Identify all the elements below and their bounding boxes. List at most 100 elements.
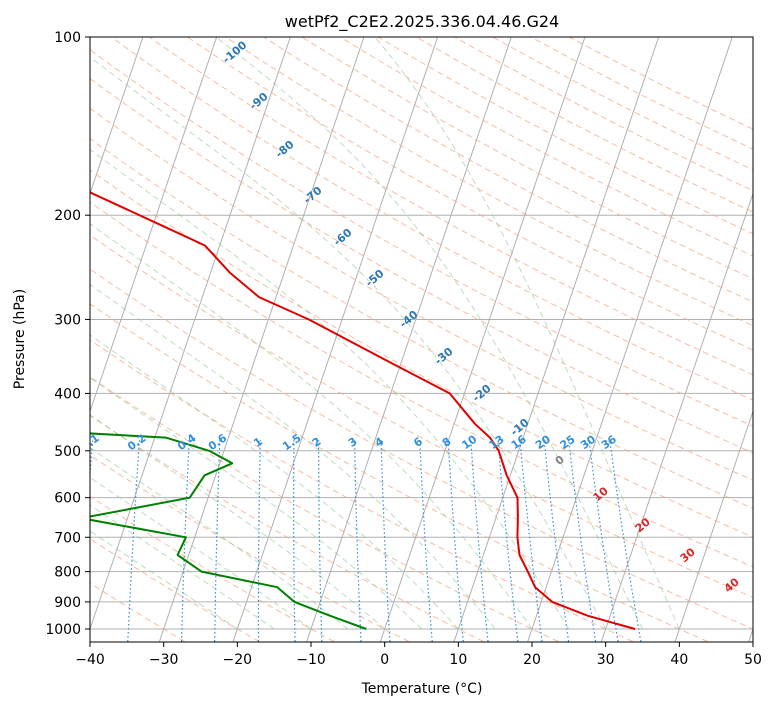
isotherm-label: -90: [247, 90, 271, 113]
mixing-ratio-lines: [90, 440, 642, 642]
dry-adiabat-line: [90, 268, 753, 630]
isotherm-label: -20: [470, 382, 494, 405]
gridlines: [90, 37, 753, 642]
dry-adiabat-line: [110, 37, 753, 401]
x-tick-label: 0: [380, 652, 389, 668]
mixing-ratio-line: [354, 440, 362, 642]
dewpoint-profile-line: [90, 432, 367, 630]
dry-adiabat-line: [454, 37, 753, 192]
dry-adiabat-line: [339, 37, 753, 257]
dry-adiabat-line: [568, 37, 753, 130]
isotherm-label: -100: [220, 38, 250, 66]
x-tick-label: 50: [744, 652, 762, 668]
dry-adiabat-line: [90, 201, 753, 568]
isotherm-line: [232, 37, 439, 642]
mixing-ratio-line: [497, 440, 519, 642]
mixing-ratio-line: [568, 440, 597, 642]
mixing-ratio-line: [447, 440, 464, 642]
mixing-ratio-label: 4: [373, 435, 387, 450]
mixing-ratio-line: [214, 440, 221, 642]
isotherm-label: -60: [331, 226, 355, 249]
isotherm-label: -50: [363, 267, 387, 290]
isotherm-line: [90, 37, 218, 413]
y-tick-label: 700: [54, 530, 81, 546]
plot-frame: [89, 36, 754, 643]
mixing-ratio-line: [380, 440, 391, 642]
dry-adiabat-line: [90, 582, 185, 642]
mixing-ratio-label: 3: [346, 435, 360, 450]
mixing-ratio-line: [609, 440, 642, 642]
isotherm-label: 20: [633, 515, 653, 535]
mixing-ratio-line: [127, 440, 140, 642]
dry-adiabat-line: [90, 138, 753, 509]
dry-adiabat-line: [90, 78, 753, 454]
x-tick-label: −40: [75, 652, 105, 668]
moist-adiabat-line: [90, 414, 386, 630]
x-tick-label: −30: [149, 652, 179, 668]
moist-adiabat-line: [90, 447, 349, 630]
mixing-ratio-line: [318, 440, 323, 642]
moist-adiabat-line: [90, 530, 238, 630]
x-axis: −40 −30 −20 −10 0 10 20 30 40 50: [75, 642, 762, 668]
x-tick-label: 20: [523, 652, 541, 668]
mixing-ratio-line: [470, 440, 489, 642]
mixing-ratio-label: 2: [310, 435, 324, 450]
isotherm-label: 30: [678, 545, 698, 565]
dry-adiabat-line: [90, 303, 708, 642]
isotherm-line: [600, 192, 753, 642]
isotherm-line: [674, 409, 753, 642]
x-tick-label: 10: [449, 652, 467, 668]
x-axis-label: Temperature (°C): [361, 681, 483, 697]
mixing-ratio-line: [257, 440, 261, 642]
isotherm-label: 0: [553, 453, 567, 468]
dry-adiabat-line: [90, 49, 753, 427]
series-layer: [90, 191, 636, 630]
mixing-ratio-label: 6: [411, 435, 425, 450]
moist-adiabat-line: [90, 148, 570, 630]
y-tick-label: 400: [54, 386, 81, 402]
mixing-ratio-label: 8: [440, 435, 454, 450]
isotherm-label: -40: [397, 308, 421, 331]
dry-adiabat-line: [90, 495, 335, 642]
mixing-ratio-label: 13: [487, 433, 507, 452]
chart-title: wetPf2_C2E2.2025.336.04.46.G24: [285, 12, 559, 32]
mixing-ratio-line: [519, 440, 543, 642]
mixing-ratio-line: [543, 440, 570, 642]
moist-adiabat-line: [215, 37, 643, 630]
isotherm-line: [379, 37, 586, 642]
moist-adiabat-line: [90, 223, 533, 630]
moist-adiabat-line: [90, 283, 496, 630]
dry-adiabat-line: [530, 37, 753, 150]
dry-adiabat-line: [90, 234, 753, 599]
isotherm-line: [158, 37, 365, 642]
mixing-ratio-line: [588, 440, 619, 642]
y-tick-label: 100: [54, 30, 81, 46]
dry-adiabat-line: [90, 339, 634, 642]
y-tick-label: 300: [54, 312, 81, 328]
mixing-ratio-label: 1: [251, 435, 265, 450]
mixing-ratio-line: [293, 440, 296, 642]
y-tick-label: 600: [54, 491, 81, 507]
x-tick-label: −20: [223, 652, 253, 668]
y-axis-label: Pressure (hPa): [12, 289, 28, 389]
isotherm-label: -70: [301, 184, 325, 207]
dry-adiabat-line: [90, 538, 260, 642]
isotherm-line: [453, 37, 660, 642]
x-tick-label: −10: [296, 652, 326, 668]
mixing-ratio-label: 1.5: [280, 431, 303, 453]
x-tick-label: 30: [597, 652, 615, 668]
mixing-ratio-label: 0.1: [78, 431, 101, 453]
x-tick-label: 40: [670, 652, 688, 668]
isotherm-line: [90, 37, 291, 631]
isotherm-label: -80: [273, 138, 297, 161]
plot-area: -100-90-80-70-60-50-40-30-20-10010203040…: [78, 37, 753, 642]
dry-adiabat-line: [90, 169, 753, 538]
mixing-ratio-labels: 0.1 0.2 0.4 0.6 1 1.5 2 3 4 6 8 10 13 16 20 25 30 36: [78, 431, 619, 453]
moist-adiabat-line: [374, 37, 680, 630]
mixing-ratio-label: 10: [459, 432, 479, 452]
isotherm-label: 40: [722, 575, 742, 595]
moist-adiabat-line: [90, 476, 312, 630]
y-tick-label: 1000: [45, 622, 81, 638]
